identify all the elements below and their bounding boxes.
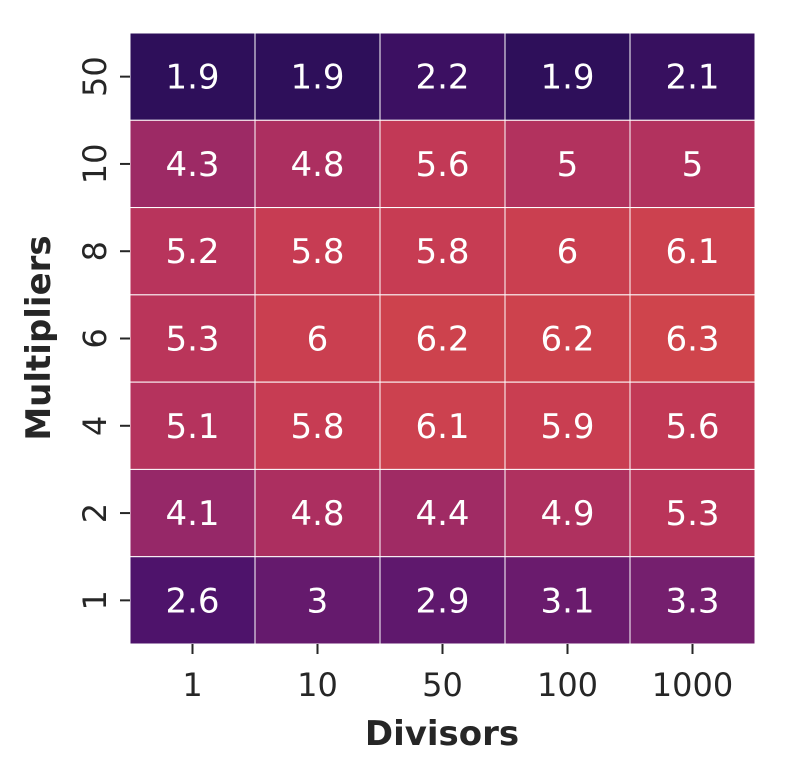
y-tick-label: 50 — [76, 56, 114, 97]
cell-value-label: 5.3 — [165, 320, 219, 360]
heatmap-cell — [254, 294, 381, 383]
x-tick-label: 1 — [182, 666, 202, 704]
cell-value-label: 5.1 — [165, 407, 219, 447]
cell-value-label: 6 — [307, 320, 329, 360]
y-tick-label: 6 — [76, 328, 114, 348]
cell-value-label: 5.9 — [540, 407, 594, 447]
cell-value-label: 4.3 — [165, 145, 219, 185]
cell-value-label: 4.8 — [290, 494, 344, 534]
cell-value-label: 5.2 — [165, 232, 219, 272]
cell-value-label: 3.3 — [665, 581, 719, 621]
heatmap-cell — [629, 468, 756, 558]
cell-value-label: 1.9 — [540, 58, 594, 98]
heatmap-cell — [629, 119, 756, 209]
x-tick-label: 50 — [422, 666, 463, 704]
cell-value-label: 4.4 — [415, 494, 469, 534]
cell-value-label: 2.1 — [665, 58, 719, 98]
cell-value-label: 3.1 — [540, 581, 594, 621]
heatmap-cell — [504, 32, 631, 121]
cell-value-label: 5.8 — [290, 232, 344, 272]
x-tick-label: 1000 — [652, 666, 733, 704]
cell-value-label: 6.1 — [665, 232, 719, 272]
cell-value-label: 2.9 — [415, 581, 469, 621]
cell-value-label: 4.9 — [540, 494, 594, 534]
cell-value-label: 5.8 — [415, 232, 469, 272]
heatmap-cell — [379, 294, 506, 383]
x-axis-title: Divisors — [365, 714, 519, 754]
y-tick-label: 1 — [76, 590, 114, 610]
heatmap-cell — [379, 32, 506, 121]
cell-value-label: 4.1 — [165, 494, 219, 534]
cell-value-label: 5.6 — [415, 145, 469, 185]
heatmap-cell — [129, 32, 256, 121]
heatmap-cell — [379, 381, 506, 470]
heatmap-cell — [254, 381, 381, 470]
x-tick-label: 100 — [537, 666, 598, 704]
y-tick-label: 2 — [76, 503, 114, 523]
heatmap-cell — [129, 556, 256, 645]
heatmap-cell — [504, 294, 631, 383]
cell-value-label: 5 — [557, 145, 579, 185]
heatmap-cell — [629, 32, 756, 121]
x-tick-label: 10 — [297, 666, 338, 704]
heatmap-cell — [379, 119, 506, 209]
cell-value-label: 1.9 — [290, 58, 344, 98]
cell-value-label: 6 — [557, 232, 579, 272]
heatmap-cell — [504, 468, 631, 558]
cell-value-label: 2.2 — [415, 58, 469, 98]
cell-value-label: 1.9 — [165, 58, 219, 98]
heatmap-cell — [379, 468, 506, 558]
cell-value-label: 6.1 — [415, 407, 469, 447]
heatmap-cell — [129, 381, 256, 470]
cell-value-label: 5.3 — [665, 494, 719, 534]
cell-value-label: 5 — [682, 145, 704, 185]
cell-value-label: 3 — [307, 581, 329, 621]
heatmap-cell — [629, 556, 756, 645]
y-tick-label: 8 — [76, 241, 114, 261]
cell-value-label: 6.3 — [665, 320, 719, 360]
cell-value-label: 5.6 — [665, 407, 719, 447]
heatmap-cell — [129, 119, 256, 209]
heatmap-cell — [379, 207, 506, 296]
cell-value-label: 6.2 — [540, 320, 594, 360]
heatmap-cell — [629, 207, 756, 296]
y-axis-ticks: 50 10 8 6 4 2 1 — [76, 56, 130, 611]
y-tick-label: 10 — [76, 144, 114, 185]
heatmap-cells — [129, 32, 756, 645]
cell-value-label: 5.8 — [290, 407, 344, 447]
heatmap-cell — [254, 207, 381, 296]
cell-value-label: 2.6 — [165, 581, 219, 621]
heatmap-cell — [254, 468, 381, 558]
x-axis-ticks: 1 10 50 100 1000 — [182, 644, 733, 704]
y-tick-label: 4 — [76, 416, 114, 436]
heatmap-cell — [629, 381, 756, 470]
y-axis-title: Multipliers — [19, 235, 59, 440]
heatmap-cell — [504, 207, 631, 296]
heatmap-cell — [254, 32, 381, 121]
cell-value-label: 4.8 — [290, 145, 344, 185]
cell-value-label: 6.2 — [415, 320, 469, 360]
cell-annotations: 1.9 1.9 2.2 1.9 2.1 4.3 4.8 5.6 5 5 5.2 5.8 5.8 6 6.1 5… — [165, 58, 719, 622]
heatmap-cell — [629, 294, 756, 383]
